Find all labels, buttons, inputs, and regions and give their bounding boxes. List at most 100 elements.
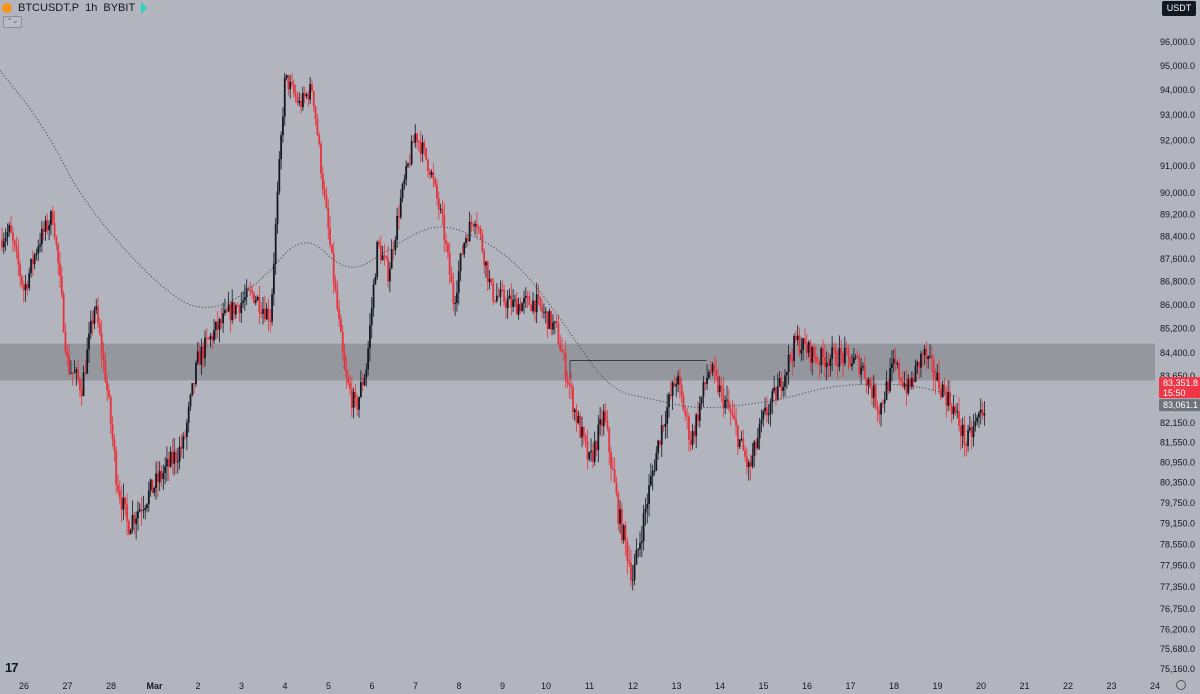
candle-body: [185, 422, 188, 438]
candle-body: [289, 81, 292, 90]
candle-body: [156, 473, 159, 483]
candle-body: [350, 389, 353, 408]
x-tick-label: 6: [369, 681, 374, 691]
candle-body: [543, 311, 545, 313]
candle-body: [530, 305, 533, 312]
candle-body: [562, 352, 565, 354]
candle-body: [939, 389, 942, 398]
interval-label[interactable]: 1h: [85, 2, 98, 14]
candle-body: [216, 321, 219, 330]
candle-body: [923, 348, 926, 355]
candle-body: [872, 385, 875, 398]
candle-body: [575, 409, 578, 423]
candle-body: [713, 364, 716, 371]
candle-body: [608, 428, 611, 453]
y-tick-label: 84,400.0: [1160, 348, 1195, 358]
candle-body: [465, 238, 467, 243]
candle-body: [488, 278, 491, 282]
candle-body: [669, 394, 672, 396]
candle-body: [706, 377, 708, 384]
candle-body: [93, 309, 96, 324]
candle-body: [851, 363, 853, 367]
candle-body: [874, 385, 877, 407]
candle-body: [847, 348, 850, 357]
candle-body: [954, 406, 957, 413]
candle-body: [46, 220, 49, 231]
candle-body: [910, 378, 913, 387]
candle-body: [778, 378, 781, 387]
settings-icon[interactable]: [1176, 680, 1186, 690]
x-tick-label: 23: [1106, 681, 1116, 691]
candle-body: [756, 438, 759, 449]
candle-body: [845, 347, 848, 349]
candle-body: [477, 227, 480, 229]
candle-body: [535, 294, 538, 313]
candle-body: [720, 385, 723, 389]
candle-body: [428, 170, 431, 175]
candle-body: [28, 273, 31, 289]
candle-body: [885, 381, 888, 400]
x-tick-label: 16: [802, 681, 812, 691]
candle-body: [758, 423, 761, 439]
candle-body: [423, 142, 426, 149]
candle-body: [646, 503, 649, 509]
symbol-header[interactable]: BTCUSDT.P 1h BYBIT: [2, 1, 148, 15]
candle-body: [898, 362, 901, 379]
candle-body: [245, 288, 248, 298]
candle-body: [702, 382, 705, 397]
candle-body: [894, 358, 897, 365]
currency-badge[interactable]: USDT: [1162, 1, 1196, 16]
y-tick-label: 95,000.0: [1160, 61, 1195, 71]
candle-body: [831, 347, 834, 359]
candle-body: [231, 302, 234, 321]
candle-body: [272, 263, 275, 295]
candle-body: [441, 208, 444, 215]
y-tick-label: 79,750.0: [1160, 498, 1195, 508]
candle-body: [912, 378, 915, 382]
collapse-legend-button[interactable]: ⌃⌄: [3, 16, 22, 28]
candle-body: [285, 74, 288, 78]
candle-body: [162, 473, 165, 480]
candle-body: [356, 398, 359, 410]
candle-body: [700, 396, 703, 404]
x-tick-label: 27: [62, 681, 72, 691]
candle-body: [526, 295, 529, 297]
candle-body: [691, 431, 694, 445]
candle-body: [98, 323, 101, 334]
candle-body: [398, 216, 400, 218]
candle-body: [171, 451, 174, 464]
candle-body: [86, 349, 89, 374]
candle-body: [512, 299, 515, 307]
candle-body: [127, 521, 130, 535]
candle-body: [644, 508, 647, 513]
candle-body: [787, 354, 790, 372]
candle-body: [856, 356, 859, 358]
candle-body: [626, 541, 629, 561]
x-tick-label: 21: [1019, 681, 1029, 691]
candle-body: [976, 417, 979, 422]
candle-body: [432, 172, 435, 180]
candle-body: [858, 356, 861, 375]
candle-body: [515, 299, 518, 315]
candle-body: [735, 419, 737, 427]
candle-body: [497, 295, 500, 297]
candle-body: [412, 141, 415, 143]
candle-body: [499, 289, 502, 297]
candle-body: [617, 493, 620, 524]
candle-body: [242, 300, 244, 303]
candle-body: [967, 430, 969, 447]
candle-body: [949, 391, 951, 406]
candle-body: [746, 456, 748, 468]
candle-body: [115, 450, 118, 486]
candle-body: [407, 163, 409, 166]
candle-body: [51, 211, 54, 224]
candle-body: [640, 541, 643, 543]
symbol-label[interactable]: BTCUSDT.P: [18, 2, 80, 14]
candle-body: [485, 261, 487, 266]
candle-body: [394, 239, 397, 251]
candle-body: [624, 525, 627, 542]
candle-body: [572, 386, 574, 413]
tradingview-logo[interactable]: 17: [5, 660, 19, 675]
x-tick-label: 12: [628, 681, 638, 691]
